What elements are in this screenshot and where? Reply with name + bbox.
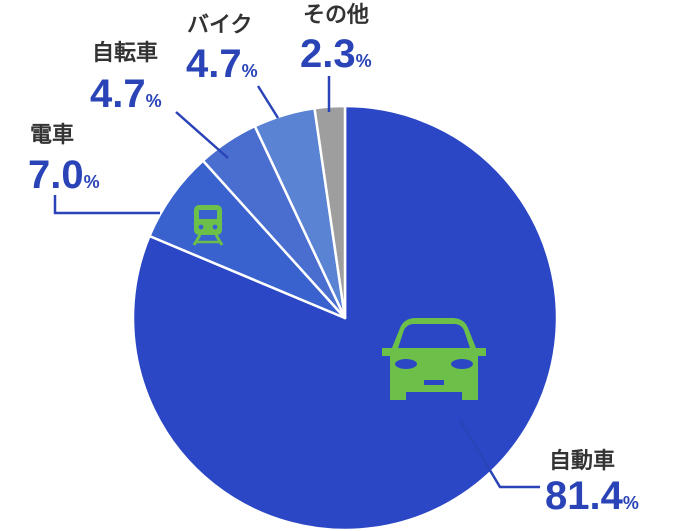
value-label-car: 81.4% <box>545 474 639 518</box>
leader-bicycle <box>175 111 229 159</box>
value-label-motorcycle: 4.7% <box>186 42 258 86</box>
train-icon <box>192 205 224 246</box>
value-label-bicycle: 4.7% <box>90 72 162 116</box>
label-motorcycle: バイク 4.7% <box>186 13 258 86</box>
category-label-motorcycle: バイク <box>187 13 253 38</box>
category-label-train: 電車 <box>30 123 74 148</box>
category-label-bicycle: 自転車 <box>92 40 158 66</box>
slice-car <box>131 104 559 531</box>
value-label-other: 2.3% <box>300 32 372 76</box>
car-icon <box>382 318 486 400</box>
label-bicycle: 自転車 4.7% <box>90 40 162 116</box>
label-other: その他 2.3% <box>300 3 372 76</box>
leader-lines <box>53 76 540 489</box>
leader-motorcycle <box>256 85 280 119</box>
leader-car <box>458 419 540 489</box>
value-label-train: 7.0% <box>28 153 100 197</box>
pie-slices <box>131 104 559 531</box>
label-car: 自動車 81.4% <box>545 448 639 518</box>
leader-train <box>53 195 160 215</box>
category-label-other: その他 <box>303 3 369 28</box>
label-train: 電車 7.0% <box>28 123 100 197</box>
category-label-car: 自動車 <box>549 448 615 474</box>
